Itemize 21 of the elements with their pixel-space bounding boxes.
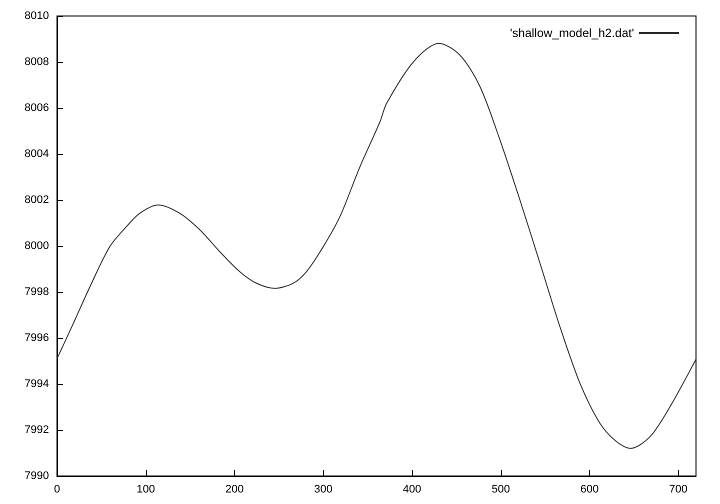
y-tick-label: 7996 [24,332,49,344]
legend-label: 'shallow_model_h2.dat' [510,26,634,40]
y-tick-label: 7994 [24,378,49,390]
y-tick-label: 8010 [24,10,49,22]
line-series [56,42,696,449]
x-tick-label: 700 [669,484,688,496]
y-tick-label: 7992 [24,424,49,436]
x-tick-label: 600 [580,484,599,496]
x-tick-label: 0 [54,484,60,496]
x-tick-label: 300 [314,484,332,496]
y-tick-label: 8004 [24,148,49,160]
x-tick-label: 100 [136,484,155,496]
x-tick-label: 500 [492,484,510,496]
x-tick-label: 200 [225,484,244,496]
y-tick-label: 8008 [24,56,49,68]
y-tick-label: 8002 [24,194,49,206]
y-tick-label: 7990 [24,470,49,482]
y-tick-label: 7998 [24,286,49,298]
x-tick-label: 400 [402,484,422,496]
y-tick-label: 8006 [24,102,49,114]
y-tick-label: 8000 [24,240,49,252]
